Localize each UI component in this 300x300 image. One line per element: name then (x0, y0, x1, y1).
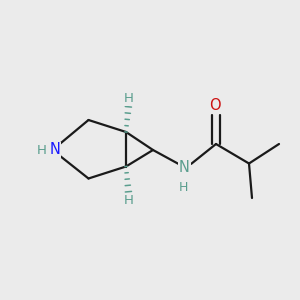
Text: O: O (210, 98, 221, 113)
Text: H: H (37, 143, 46, 157)
Text: N: N (50, 142, 60, 158)
Text: H: H (124, 194, 134, 208)
Text: H: H (124, 92, 134, 105)
Text: N: N (179, 160, 190, 175)
Text: H: H (179, 181, 188, 194)
